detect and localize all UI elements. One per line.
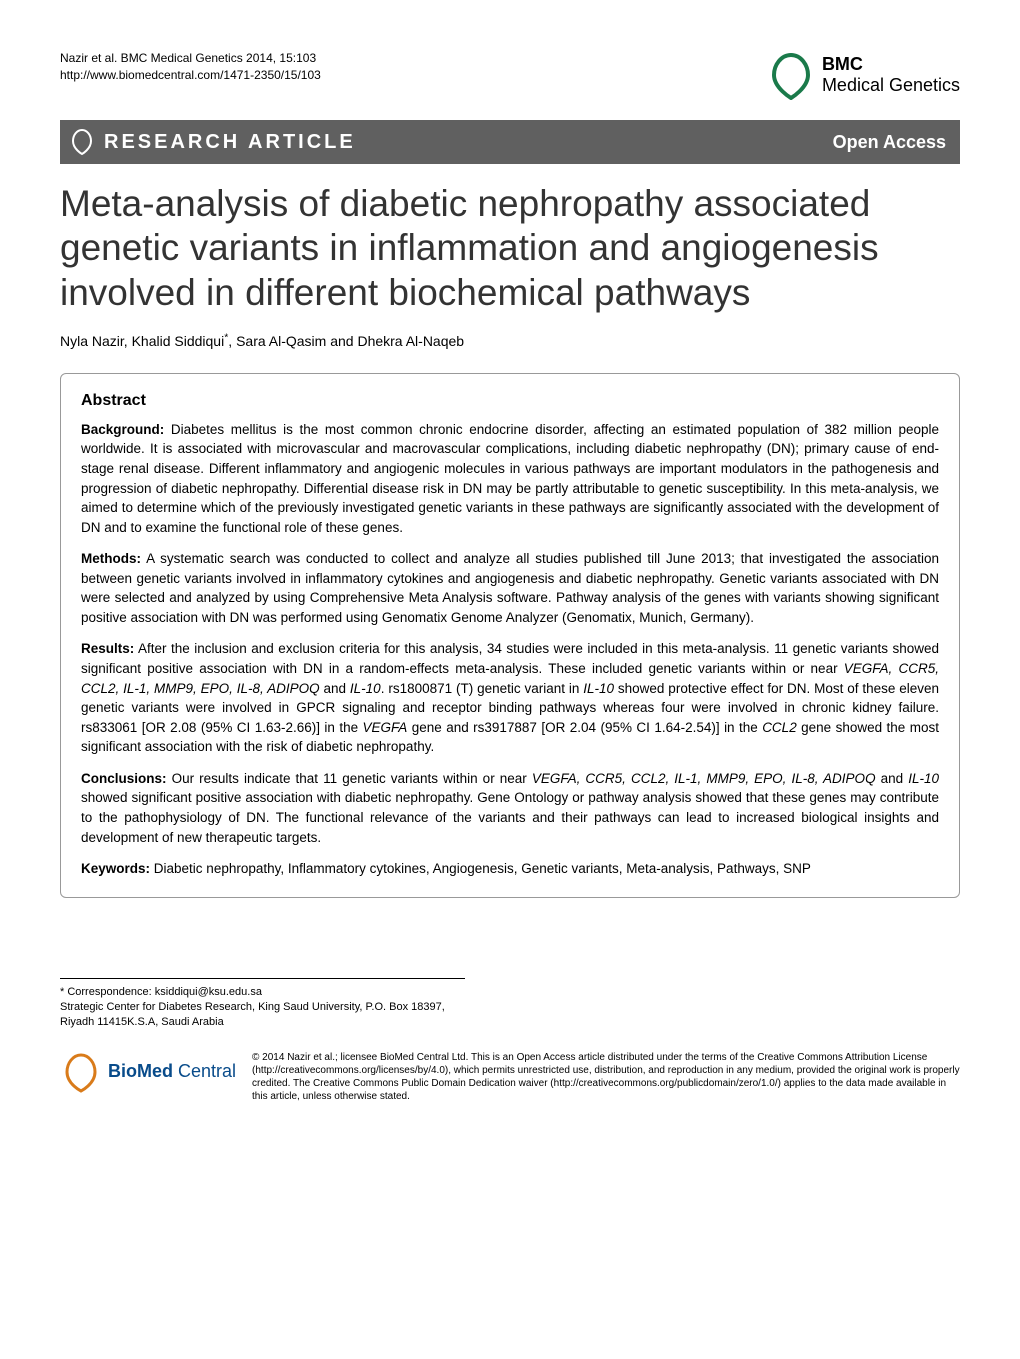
results-vegfa: VEGFA: [363, 720, 408, 735]
citation-url: http://www.biomedcentral.com/1471-2350/1…: [60, 67, 321, 84]
authors-line: Nyla Nazir, Khalid Siddiqui*, Sara Al-Qa…: [60, 331, 960, 349]
journal-logo-text: BMC Medical Genetics: [822, 54, 960, 96]
results-ccl2: CCL2: [762, 720, 797, 735]
conclusions-genes-1: VEGFA, CCR5, CCL2, IL-1, MMP9, EPO, IL-8…: [532, 771, 876, 786]
abstract-box: Abstract Background: Diabetes mellitus i…: [60, 373, 960, 898]
conclusions-genes-2: IL-10: [908, 771, 939, 786]
results-mid1: . rs1800871 (T) genetic variant in: [381, 681, 584, 696]
article-type-bar: RESEARCH ARTICLE Open Access: [60, 120, 960, 164]
conclusions-pre: Our results indicate that 11 genetic var…: [167, 771, 532, 786]
conclusions-end: showed significant positive association …: [81, 790, 939, 844]
header-top: Nazir et al. BMC Medical Genetics 2014, …: [60, 50, 960, 100]
abstract-heading: Abstract: [81, 392, 939, 410]
biomed-logo: BioMed Central: [60, 1051, 236, 1093]
keywords-text: Diabetic nephropathy, Inflammatory cytok…: [150, 861, 811, 876]
abstract-methods: Methods: A systematic search was conduct…: [81, 549, 939, 627]
results-pre: After the inclusion and exclusion criter…: [81, 641, 939, 676]
citation-line-1: Nazir et al. BMC Medical Genetics 2014, …: [60, 50, 321, 67]
license-block: BioMed Central © 2014 Nazir et al.; lice…: [60, 1051, 960, 1103]
article-type: RESEARCH ARTICLE: [68, 128, 356, 156]
journal-logo: BMC Medical Genetics: [766, 50, 960, 100]
background-label: Background:: [81, 422, 164, 437]
authors-text: Nyla Nazir, Khalid Siddiqui*, Sara Al-Qa…: [60, 333, 464, 349]
affiliation-line: Strategic Center for Diabetes Research, …: [60, 1000, 465, 1031]
conclusions-and: and: [876, 771, 909, 786]
abstract-results: Results: After the inclusion and exclusi…: [81, 639, 939, 756]
background-text: Diabetes mellitus is the most common chr…: [81, 422, 939, 535]
article-bar-icon: [68, 128, 96, 156]
correspondence-line: * Correspondence: ksiddiqui@ksu.edu.sa: [60, 985, 465, 1000]
results-label: Results:: [81, 641, 134, 656]
page-container: Nazir et al. BMC Medical Genetics 2014, …: [0, 0, 1020, 1143]
article-type-label: RESEARCH ARTICLE: [104, 131, 356, 154]
methods-text: A systematic search was conducted to col…: [81, 551, 939, 625]
abstract-conclusions: Conclusions: Our results indicate that 1…: [81, 769, 939, 847]
article-title: Meta-analysis of diabetic nephropathy as…: [60, 182, 960, 315]
biomed-text: BioMed Central: [108, 1061, 236, 1082]
logo-bmc: BMC: [822, 54, 863, 74]
open-access-label: Open Access: [833, 132, 946, 153]
biomed-icon: [60, 1051, 102, 1093]
license-text: © 2014 Nazir et al.; licensee BioMed Cen…: [252, 1051, 960, 1103]
citation-block: Nazir et al. BMC Medical Genetics 2014, …: [60, 50, 321, 84]
logo-journal: Medical Genetics: [822, 75, 960, 95]
methods-label: Methods:: [81, 551, 141, 566]
results-genes-2: IL-10: [350, 681, 381, 696]
results-and: and: [320, 681, 350, 696]
results-il10: IL-10: [583, 681, 614, 696]
results-mid3: gene and rs3917887 [OR 2.04 (95% CI 1.64…: [407, 720, 762, 735]
bmc-logo-icon: [766, 50, 816, 100]
abstract-keywords: Keywords: Diabetic nephropathy, Inflamma…: [81, 859, 939, 879]
conclusions-label: Conclusions:: [81, 771, 167, 786]
correspondence-block: * Correspondence: ksiddiqui@ksu.edu.sa S…: [60, 978, 465, 1031]
keywords-label: Keywords:: [81, 861, 150, 876]
abstract-background: Background: Diabetes mellitus is the mos…: [81, 420, 939, 537]
